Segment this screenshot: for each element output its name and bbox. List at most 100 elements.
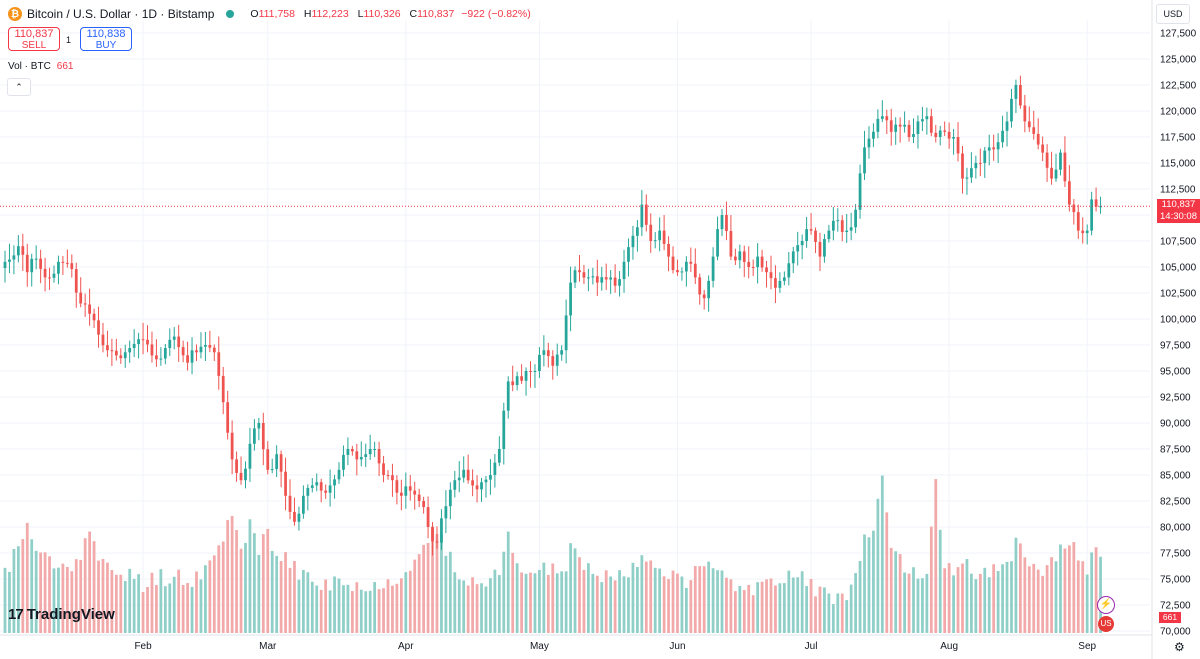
volume-bar bbox=[956, 567, 960, 633]
candle-body bbox=[155, 355, 158, 360]
volume-bar bbox=[52, 568, 56, 633]
candle-body bbox=[992, 147, 996, 150]
volume-bar bbox=[212, 555, 216, 633]
candle-body bbox=[52, 273, 56, 278]
candle-body bbox=[791, 251, 795, 264]
volume-bar bbox=[79, 559, 83, 633]
volume-bar bbox=[511, 552, 515, 633]
volume-bar bbox=[226, 520, 230, 633]
y-tick-label: 97,500 bbox=[1160, 341, 1191, 352]
candle-body bbox=[168, 339, 172, 349]
low-value: 110,326 bbox=[363, 8, 401, 20]
candle-body bbox=[729, 231, 733, 257]
volume-bar bbox=[30, 539, 34, 633]
volume-bar bbox=[970, 573, 973, 633]
volume-bar bbox=[239, 548, 243, 633]
volume-bar bbox=[123, 581, 127, 633]
sell-button[interactable]: 110,837 SELL bbox=[8, 27, 60, 51]
candle-body bbox=[466, 469, 470, 481]
candle-body bbox=[627, 247, 630, 262]
us-flag-icon[interactable]: US bbox=[1098, 616, 1114, 632]
candle-body bbox=[742, 251, 746, 262]
volume-bar bbox=[542, 562, 546, 633]
volume-bar bbox=[275, 555, 279, 633]
candle-body bbox=[324, 490, 328, 493]
candle-body bbox=[61, 261, 65, 263]
volume-bar bbox=[279, 561, 283, 633]
candle-body bbox=[1090, 199, 1094, 231]
flash-icon[interactable]: ⚡ bbox=[1097, 596, 1115, 614]
candle-body bbox=[83, 303, 87, 305]
volume-bar bbox=[132, 578, 136, 633]
candle-body bbox=[511, 381, 515, 386]
candle-body bbox=[600, 277, 604, 283]
candle-body bbox=[529, 371, 532, 372]
candle-body bbox=[70, 263, 74, 270]
volume-bar bbox=[391, 585, 394, 633]
volume-bar bbox=[417, 554, 421, 633]
volume-bar bbox=[1036, 569, 1040, 633]
volume-bar bbox=[493, 569, 497, 633]
ohlc-legend: O111,758 H112,223 L110,326 C110,837 −922… bbox=[250, 8, 531, 20]
candle-body bbox=[667, 243, 670, 257]
volume-bar bbox=[818, 586, 822, 633]
collapse-legend-button[interactable]: ⌃ bbox=[7, 78, 31, 96]
candle-body bbox=[382, 463, 385, 475]
volume-bar bbox=[1001, 564, 1004, 633]
candle-body bbox=[431, 527, 434, 542]
tradingview-logo[interactable]: 17 TradingView bbox=[8, 606, 115, 623]
volume-bar bbox=[609, 576, 613, 633]
volume-bar bbox=[61, 563, 65, 633]
volume-bar bbox=[636, 566, 639, 633]
volume-bar bbox=[921, 578, 924, 633]
volume-bar bbox=[582, 569, 586, 633]
candle-body bbox=[217, 352, 221, 376]
candle-body bbox=[680, 271, 684, 273]
volume-bar bbox=[114, 574, 118, 633]
buy-button[interactable]: 110,838 BUY bbox=[80, 27, 132, 51]
volume-bar bbox=[872, 530, 875, 633]
x-tick-label: Sep bbox=[1078, 641, 1096, 652]
volume-bar bbox=[440, 534, 443, 633]
y-tick-label: 102,500 bbox=[1160, 289, 1197, 300]
volume-bar bbox=[462, 580, 466, 633]
volume-bar bbox=[208, 560, 212, 633]
volume-bar bbox=[74, 559, 78, 633]
volume-bar bbox=[328, 590, 332, 633]
volume-bar bbox=[796, 577, 800, 633]
volume-bar bbox=[907, 573, 911, 633]
gear-icon[interactable]: ⚙ bbox=[1174, 640, 1185, 654]
volume-bar bbox=[747, 584, 751, 633]
volume-bar bbox=[613, 580, 617, 633]
volume-bar bbox=[101, 558, 105, 633]
volume-bar bbox=[974, 579, 978, 633]
candle-body bbox=[471, 480, 474, 486]
candle-body bbox=[172, 336, 176, 340]
volume-bar bbox=[729, 579, 733, 633]
candle-body bbox=[765, 267, 768, 273]
volume-bar bbox=[756, 582, 760, 633]
candle-body bbox=[333, 479, 336, 486]
volume-bar bbox=[604, 570, 608, 633]
candle-body bbox=[1063, 152, 1067, 182]
candle-body bbox=[814, 230, 817, 243]
currency-selector[interactable]: USD bbox=[1156, 4, 1190, 24]
symbol-title[interactable]: Bitcoin / U.S. Dollar · 1D · Bitstamp bbox=[27, 7, 215, 21]
candle-body bbox=[319, 482, 323, 491]
volume-bar bbox=[368, 590, 372, 633]
volume-bar bbox=[1027, 566, 1031, 633]
volume-bar bbox=[551, 563, 555, 633]
volume-bar bbox=[1063, 548, 1067, 633]
volume-bar bbox=[849, 584, 853, 633]
volume-bar bbox=[270, 550, 274, 633]
buy-price: 110,838 bbox=[86, 28, 126, 40]
volume-bar bbox=[404, 572, 408, 633]
last-price-tag: 110,837 14:30:08 bbox=[1157, 199, 1200, 223]
candle-body bbox=[520, 376, 523, 381]
candle-body bbox=[502, 410, 506, 449]
candle-body bbox=[150, 344, 154, 356]
candle-body bbox=[569, 282, 572, 316]
volume-bar bbox=[595, 575, 599, 633]
volume-bar bbox=[684, 587, 688, 633]
